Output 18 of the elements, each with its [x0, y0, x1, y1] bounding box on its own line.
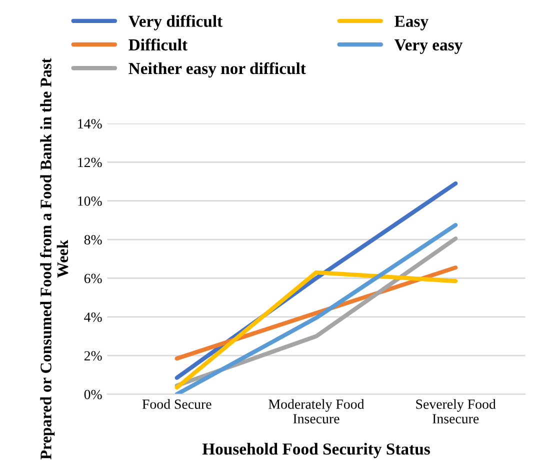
x-axis-title: Household Food Security Status [202, 442, 430, 458]
y-tick-label: 6% [84, 274, 102, 284]
y-tick-label: 2% [84, 351, 102, 361]
x-tick-label: Severely Food Insecure [416, 399, 496, 424]
x-tick-label: Moderately Food Insecure [268, 399, 364, 424]
y-tick-label: 10% [78, 196, 102, 206]
y-tick-label: 0% [84, 390, 102, 400]
legend-label: Neither easy nor difficult [128, 62, 306, 78]
x-tick-label: Food Secure [142, 399, 212, 409]
y-tick-label: 12% [78, 158, 102, 168]
legend-label: Very easy [394, 39, 462, 54]
legend-label: Difficult [128, 38, 188, 51]
y-tick-label: 4% [84, 312, 102, 322]
y-tick-label: 8% [84, 235, 102, 245]
y-axis-title: Prepared or Consumed Food from a Food Bank in the Past Week [40, 58, 68, 460]
legend-label: Easy [394, 16, 428, 30]
y-tick-label: 14% [78, 119, 102, 128]
legend-label: Very difficult [128, 15, 223, 30]
